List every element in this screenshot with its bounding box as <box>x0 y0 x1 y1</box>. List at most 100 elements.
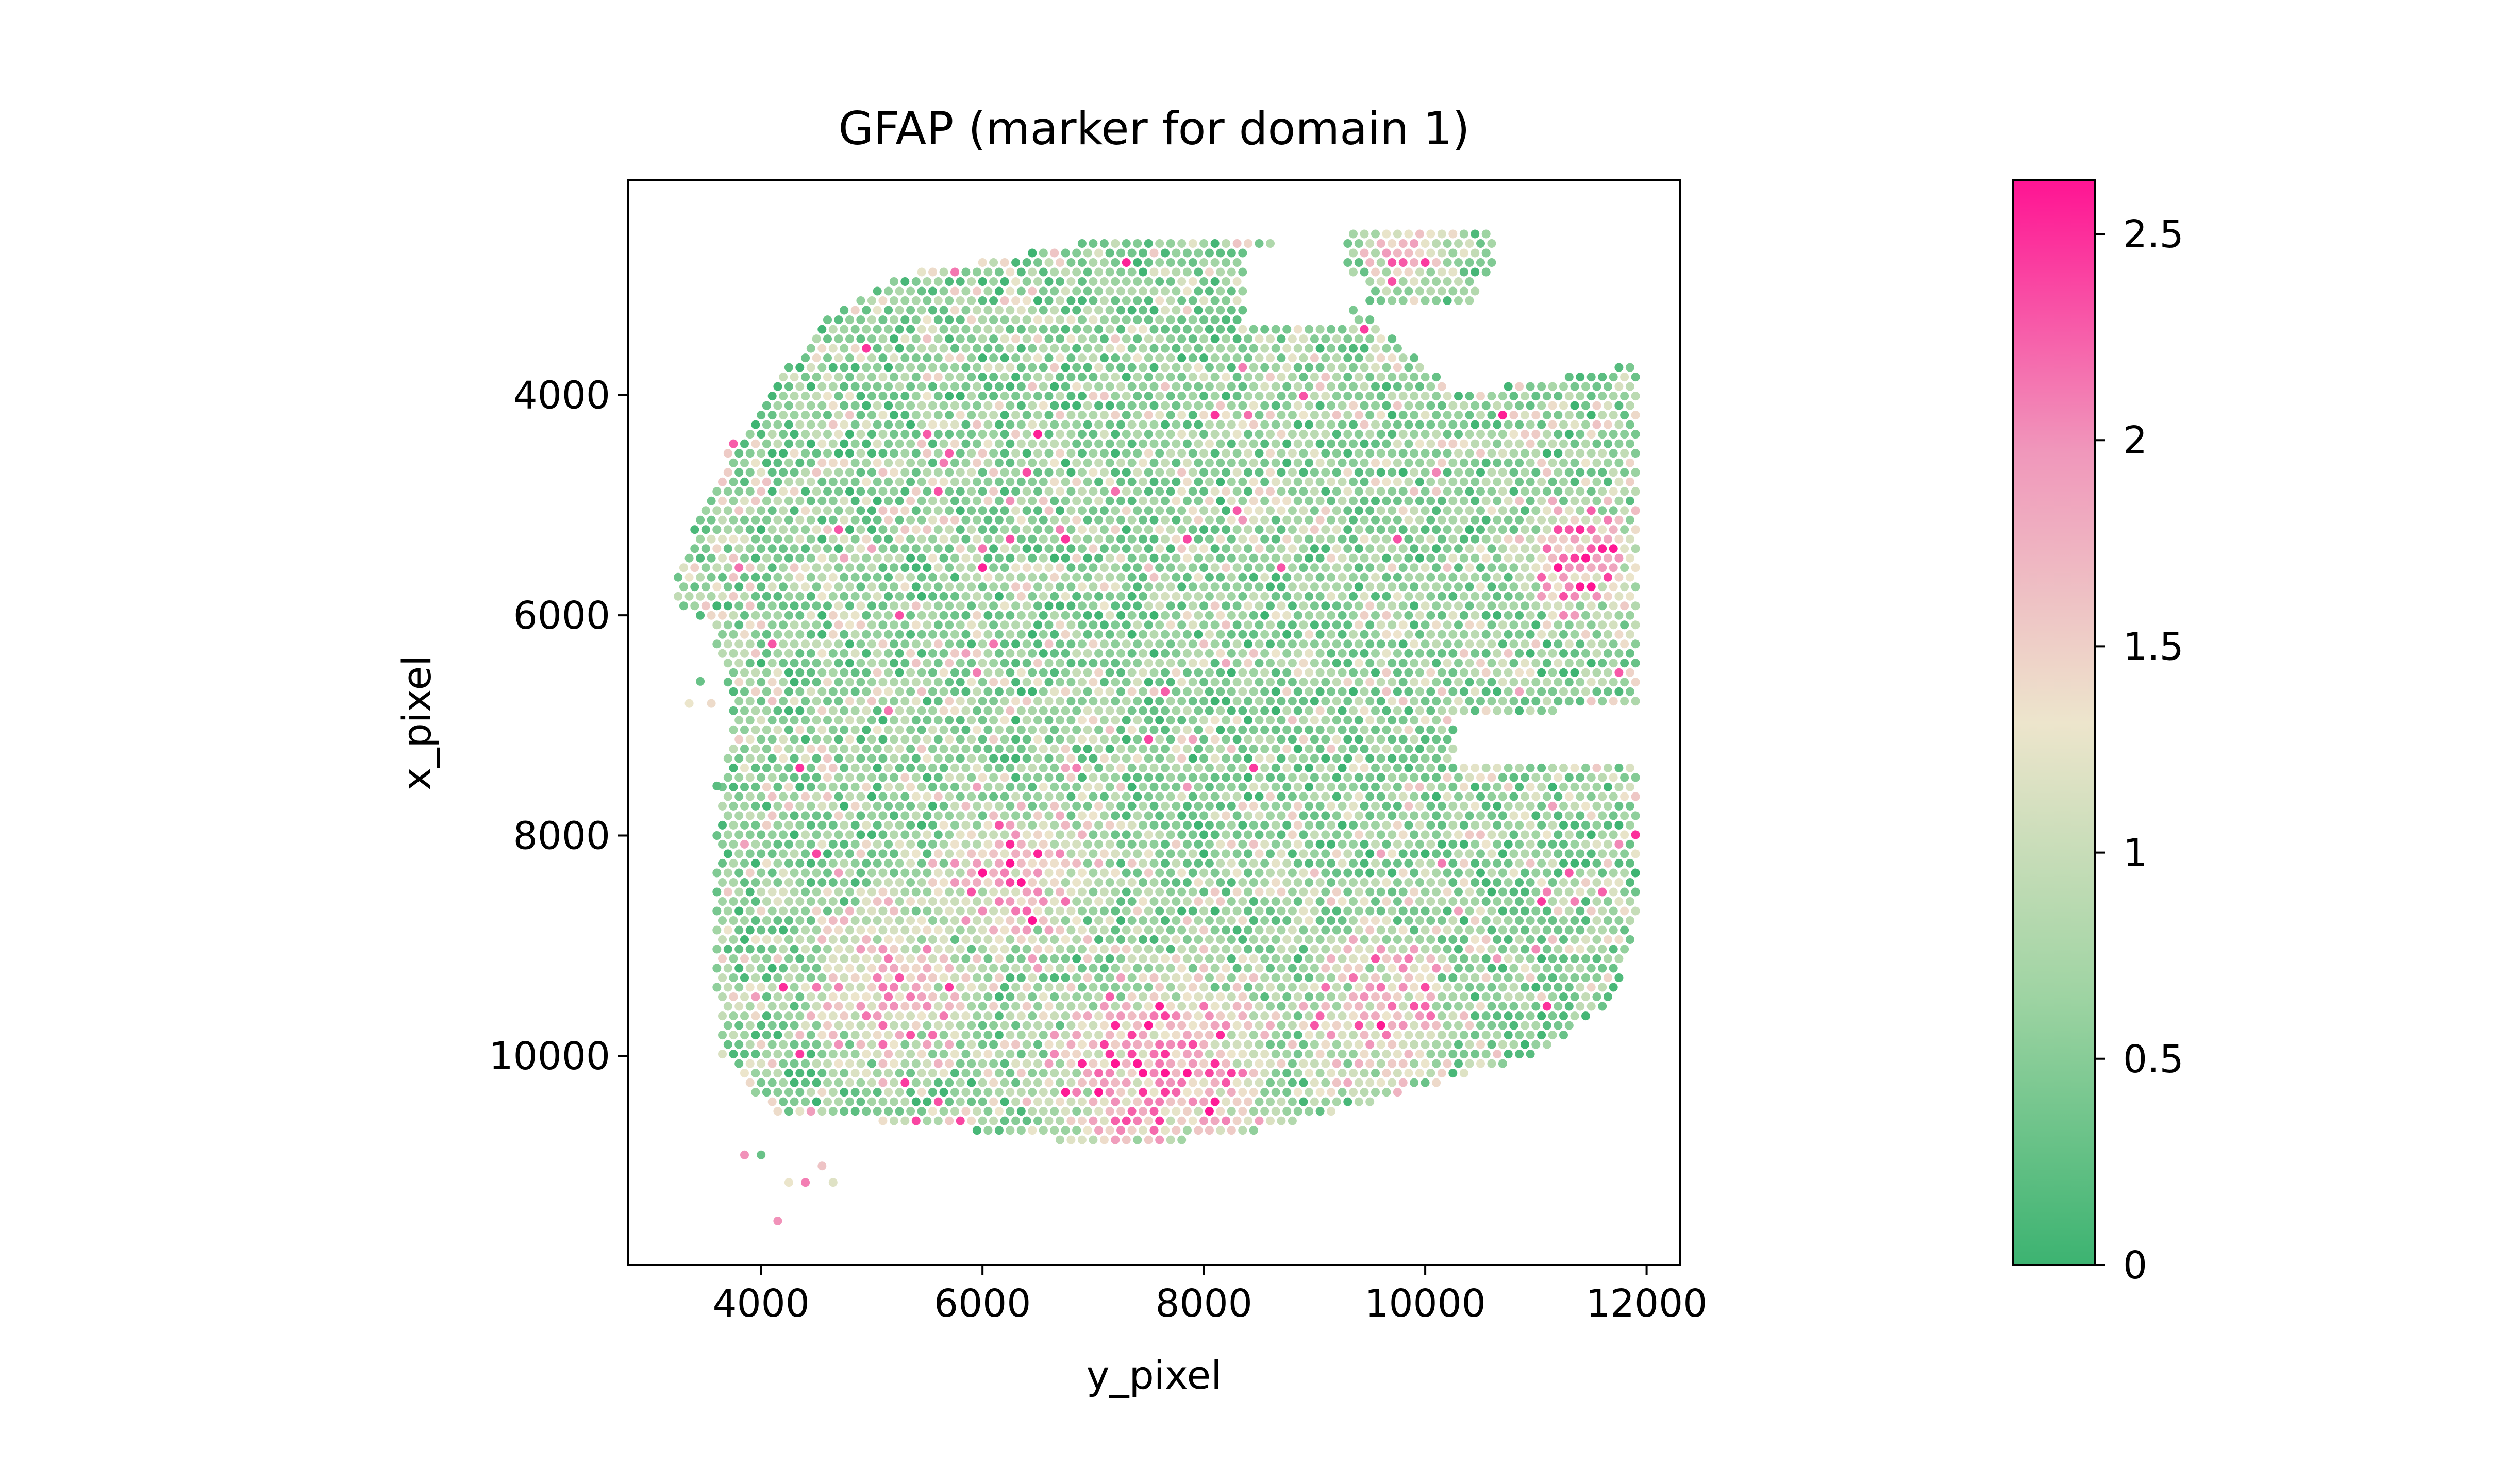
spot <box>850 496 860 505</box>
spot <box>1232 315 1242 325</box>
spot <box>1249 496 1258 505</box>
spot <box>767 487 777 496</box>
spot <box>1099 506 1109 515</box>
spot <box>917 611 926 620</box>
spot <box>1586 563 1596 572</box>
spot <box>978 563 987 572</box>
spot <box>884 344 893 353</box>
spot <box>817 858 827 868</box>
spot <box>1410 449 1419 458</box>
spot <box>1515 458 1524 467</box>
spot <box>1581 687 1590 696</box>
spot <box>1382 706 1391 715</box>
spot <box>1122 468 1131 477</box>
spot <box>1581 420 1590 429</box>
spot <box>1531 468 1541 477</box>
spot <box>972 649 981 658</box>
spot <box>1576 830 1585 839</box>
spot <box>795 630 805 639</box>
spot <box>1299 773 1308 782</box>
spot <box>1216 344 1225 353</box>
spot <box>978 868 987 878</box>
spot <box>1454 678 1463 687</box>
spot <box>1293 572 1302 582</box>
spot <box>1111 544 1120 553</box>
spot <box>1039 763 1048 772</box>
spot <box>1282 382 1292 391</box>
spot <box>1481 839 1491 849</box>
spot <box>1266 716 1275 725</box>
spot <box>1033 392 1042 401</box>
spot <box>1244 468 1252 477</box>
spot <box>1122 449 1131 458</box>
spot <box>1149 687 1159 696</box>
spot <box>1437 267 1446 277</box>
spot <box>850 706 860 715</box>
spot <box>873 820 882 830</box>
spot <box>1537 496 1546 505</box>
spot <box>994 611 1004 620</box>
spot <box>834 773 843 782</box>
spot <box>1271 725 1280 734</box>
spot <box>1094 611 1104 620</box>
spot <box>900 792 910 801</box>
spot <box>1044 716 1054 725</box>
spot <box>1398 811 1408 820</box>
spot <box>911 277 921 286</box>
spot <box>1376 506 1385 515</box>
spot <box>1094 534 1104 544</box>
spot <box>745 430 755 439</box>
spot <box>950 706 959 715</box>
spot <box>1061 420 1070 429</box>
spot <box>884 687 893 696</box>
spot <box>1603 477 1612 486</box>
spot <box>1116 611 1126 620</box>
spot <box>989 353 998 363</box>
spot <box>1194 744 1203 753</box>
spot <box>1227 420 1236 429</box>
spot <box>1487 239 1496 248</box>
spot <box>1077 430 1087 439</box>
spot <box>1410 544 1419 553</box>
spot <box>1382 515 1391 525</box>
spot <box>1515 515 1524 525</box>
spot <box>1282 363 1292 372</box>
spot <box>983 382 993 391</box>
spot <box>1426 592 1435 601</box>
spot <box>933 373 943 382</box>
spot <box>1614 782 1624 791</box>
spot <box>790 659 799 668</box>
spot <box>1614 401 1624 410</box>
spot <box>978 334 987 344</box>
spot <box>928 668 937 677</box>
spot <box>1155 334 1164 344</box>
spot <box>817 782 827 791</box>
spot <box>1592 687 1601 696</box>
spot <box>1099 601 1109 611</box>
spot <box>1033 697 1042 706</box>
spot <box>873 553 882 563</box>
spot <box>900 296 910 305</box>
spot <box>1576 373 1585 382</box>
spot <box>828 401 838 410</box>
spot <box>1277 659 1286 668</box>
spot <box>1028 344 1037 353</box>
spot <box>911 678 921 687</box>
spot <box>795 572 805 582</box>
spot <box>1548 553 1557 563</box>
spot <box>917 782 926 791</box>
spot <box>1105 611 1114 620</box>
spot <box>1426 725 1435 734</box>
spot <box>1443 678 1452 687</box>
spot <box>773 477 782 486</box>
spot <box>1520 620 1529 630</box>
spot <box>1282 420 1292 429</box>
spot <box>1476 811 1485 820</box>
spot <box>734 525 744 534</box>
spot <box>1382 572 1391 582</box>
spot <box>1116 687 1126 696</box>
spot <box>950 744 959 753</box>
spot <box>806 592 815 601</box>
spot <box>823 773 832 782</box>
spot <box>1077 411 1087 420</box>
